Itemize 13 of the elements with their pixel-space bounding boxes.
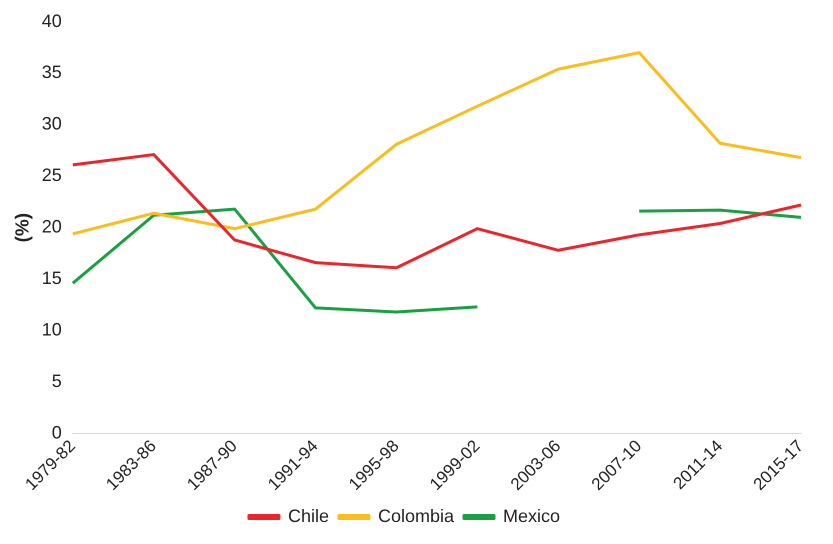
legend-label: Colombia <box>378 506 456 526</box>
y-tick-label: 25 <box>42 165 62 186</box>
y-tick-label: 30 <box>42 114 62 134</box>
y-tick-label: 35 <box>42 62 62 82</box>
legend-label: Mexico <box>503 506 560 526</box>
y-axis-title: (%) <box>12 212 34 242</box>
y-tick-label: 10 <box>42 320 62 340</box>
y-tick-label: 15 <box>42 268 62 288</box>
y-tick-label: 0 <box>52 422 62 442</box>
y-tick-label: 20 <box>42 216 62 237</box>
y-tick-label: 5 <box>52 370 62 391</box>
legend-label: Chile <box>288 506 329 526</box>
y-tick-label: 40 <box>42 10 62 31</box>
